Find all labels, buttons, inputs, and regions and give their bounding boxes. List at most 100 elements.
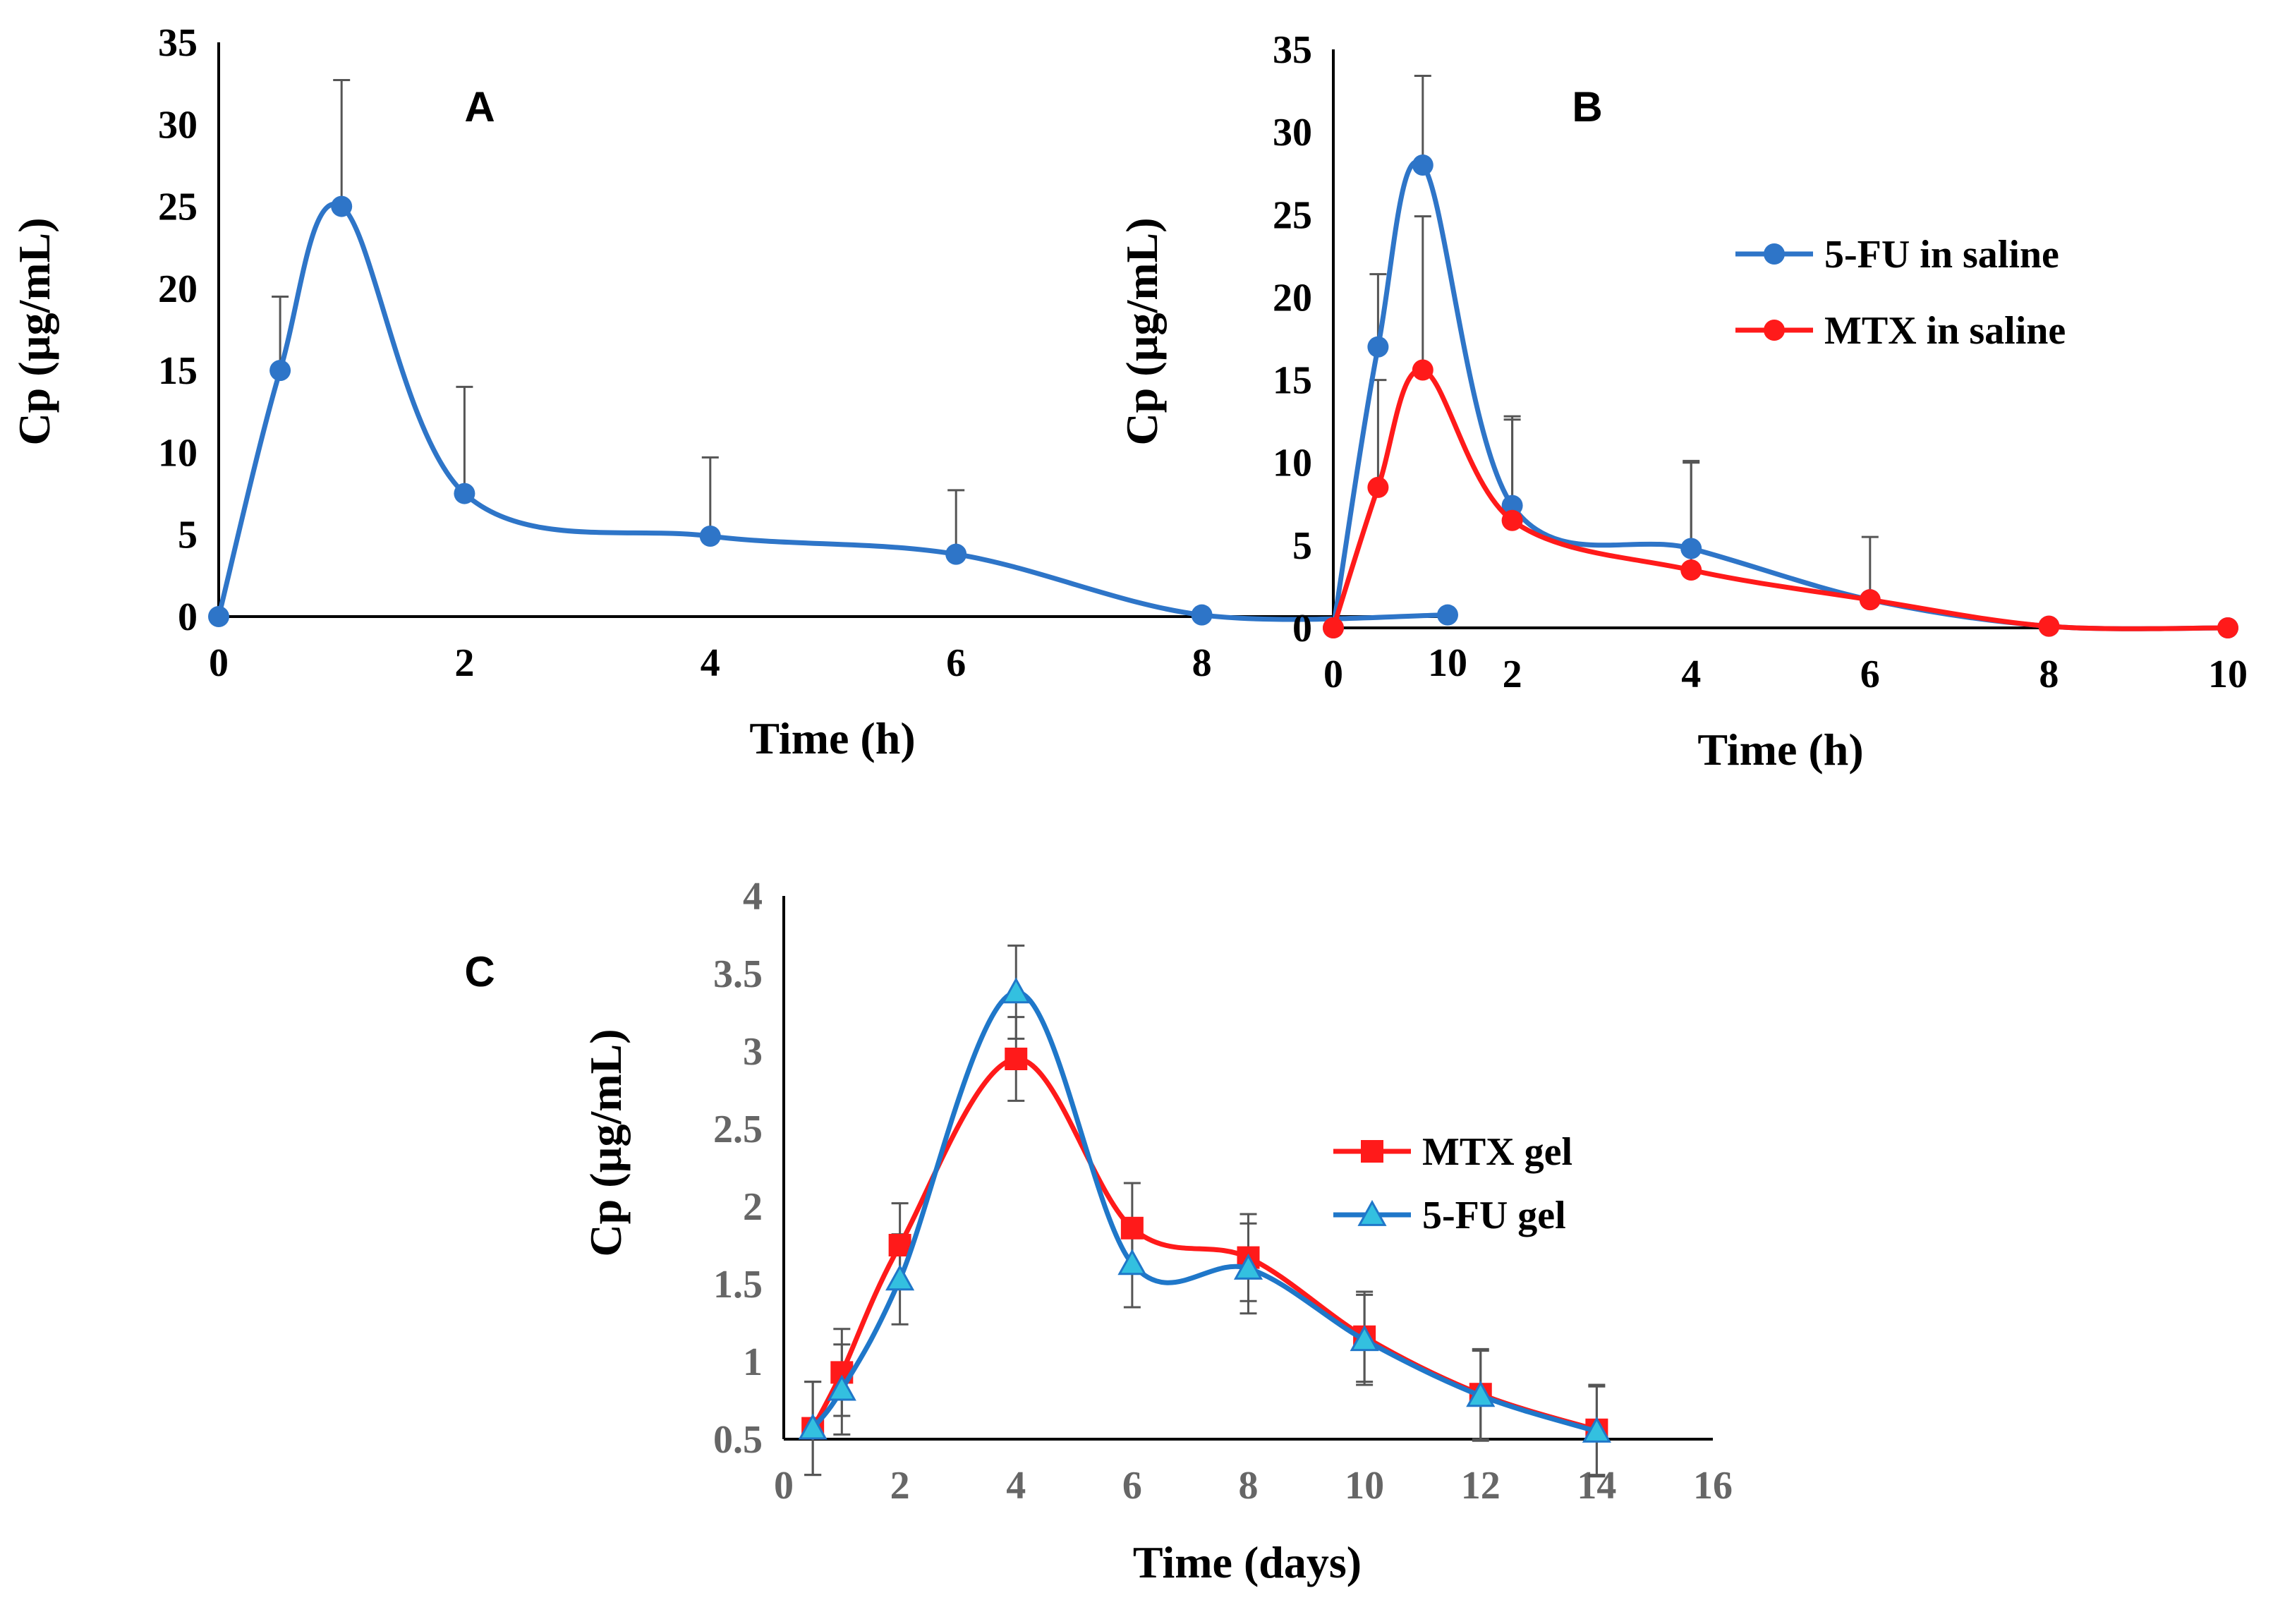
x-tick-label: 6 xyxy=(1122,1464,1142,1508)
x-tick-label: 2 xyxy=(454,641,474,685)
x-tick-label: 10 xyxy=(1428,641,1467,685)
data-point xyxy=(208,606,229,627)
x-tick-label: 12 xyxy=(1461,1464,1501,1508)
data-point xyxy=(699,526,721,547)
data-point xyxy=(1412,154,1433,176)
data-point xyxy=(1680,538,1702,559)
data-point xyxy=(1357,1199,1387,1226)
y-axis-title: Cp (µg/mL) xyxy=(9,217,59,445)
y-tick-label: 15 xyxy=(158,349,198,393)
x-tick-label: 4 xyxy=(1681,653,1701,696)
legend-label: 5-FU gel xyxy=(1422,1194,1566,1237)
series-line-0 xyxy=(1331,159,2231,631)
legend-label: 5-FU in saline xyxy=(1824,233,2059,277)
y-tick-label: 25 xyxy=(1273,193,1312,237)
panel-label: C xyxy=(464,948,495,995)
data-point xyxy=(1117,1249,1147,1275)
data-point xyxy=(1764,320,1785,341)
data-point xyxy=(798,1413,828,1440)
chart-panel-b: 0 2 4 6 8 10 0 5 10 15 20 25 30 35 Time (h) Cp (µg/mL) B… xyxy=(1117,28,2248,775)
data-point xyxy=(2038,615,2060,637)
x-tick-label: 0 xyxy=(209,641,229,685)
data-point xyxy=(1412,359,1433,381)
x-tick-label: 4 xyxy=(701,641,720,685)
y-tick-label: 0.5 xyxy=(713,1418,763,1462)
data-point xyxy=(1680,559,1702,581)
x-tick-label: 2 xyxy=(1503,653,1522,696)
y-tick-label: 25 xyxy=(158,186,198,229)
y-tick-label: 35 xyxy=(1273,28,1312,72)
data-point xyxy=(827,1374,856,1401)
series-line-1 xyxy=(1331,367,2231,631)
data-point xyxy=(945,543,967,565)
data-point xyxy=(1582,1416,1611,1443)
data-point xyxy=(1361,1140,1383,1163)
y-tick-label: 10 xyxy=(1273,442,1312,485)
x-tick-label: 16 xyxy=(1693,1464,1733,1508)
y-tick-label: 5 xyxy=(178,514,198,557)
y-tick-label: 10 xyxy=(158,431,198,475)
data-point xyxy=(1191,604,1213,626)
x-tick-label: 10 xyxy=(2208,653,2248,696)
y-tick-label: 1 xyxy=(743,1340,763,1384)
data-point xyxy=(1001,977,1031,1004)
y-tick-label: 2 xyxy=(743,1185,763,1229)
y-tick-label: 30 xyxy=(1273,111,1312,154)
x-axis-title: Time (days) xyxy=(1133,1537,1362,1587)
data-point xyxy=(1367,336,1389,358)
y-tick-label: 4 xyxy=(743,875,763,919)
y-tick-label: 0 xyxy=(178,595,198,639)
data-point xyxy=(1323,617,1344,638)
series-line-0 xyxy=(810,1056,1599,1433)
data-point xyxy=(1764,243,1785,265)
data-point xyxy=(331,195,353,217)
x-tick-label: 8 xyxy=(1239,1464,1259,1508)
x-tick-label: 6 xyxy=(946,641,966,685)
data-point xyxy=(1859,589,1881,611)
panel-label: A xyxy=(464,83,495,131)
x-tick-label: 0 xyxy=(774,1464,794,1508)
x-tick-label: 8 xyxy=(1192,641,1212,685)
y-tick-label: 0 xyxy=(1292,607,1312,650)
y-tick-label: 20 xyxy=(1273,276,1312,320)
y-tick-label: 20 xyxy=(158,267,198,311)
y-tick-label: 1.5 xyxy=(713,1263,763,1307)
x-axis-title: Time (h) xyxy=(1697,725,1863,775)
data-point xyxy=(2217,617,2238,638)
series-line-0 xyxy=(216,202,1450,622)
data-point xyxy=(885,1264,915,1291)
data-point xyxy=(1501,495,1523,516)
x-tick-label: 4 xyxy=(1006,1464,1026,1508)
data-point xyxy=(1005,1048,1028,1070)
data-point xyxy=(269,360,291,382)
data-point xyxy=(1120,1216,1144,1240)
data-point xyxy=(1367,476,1389,498)
x-tick-label: 6 xyxy=(1860,653,1880,696)
series-line-1 xyxy=(810,989,1599,1434)
panel-label: B xyxy=(1572,83,1602,131)
legend-label: MTX in saline xyxy=(1824,309,2066,353)
y-tick-label: 2.5 xyxy=(713,1108,763,1151)
y-tick-label: 15 xyxy=(1273,359,1312,403)
data-point xyxy=(1233,1253,1263,1280)
y-tick-label: 3.5 xyxy=(713,952,763,996)
y-axis-title: Cp (µg/mL) xyxy=(1117,217,1167,445)
x-tick-label: 2 xyxy=(890,1464,910,1508)
x-tick-label: 0 xyxy=(1323,653,1343,696)
x-tick-label: 10 xyxy=(1345,1464,1384,1508)
data-point xyxy=(1466,1381,1496,1407)
data-point xyxy=(454,483,475,504)
y-tick-label: 35 xyxy=(158,21,198,65)
data-point xyxy=(1437,604,1458,626)
data-point xyxy=(1501,509,1523,531)
y-axis-title: Cp (µg/mL) xyxy=(581,1029,631,1256)
x-axis-title: Time (h) xyxy=(749,713,915,763)
y-tick-label: 30 xyxy=(158,103,198,147)
x-tick-label: 8 xyxy=(2039,653,2059,696)
y-tick-label: 5 xyxy=(1292,524,1312,568)
y-tick-label: 3 xyxy=(743,1030,763,1074)
data-point xyxy=(1350,1325,1379,1352)
chart-panel-a: 0 2 4 6 8 10 0 5 10 15 20 25 30 35 Time (h) Cp (µg/mL) A xyxy=(9,21,1467,763)
